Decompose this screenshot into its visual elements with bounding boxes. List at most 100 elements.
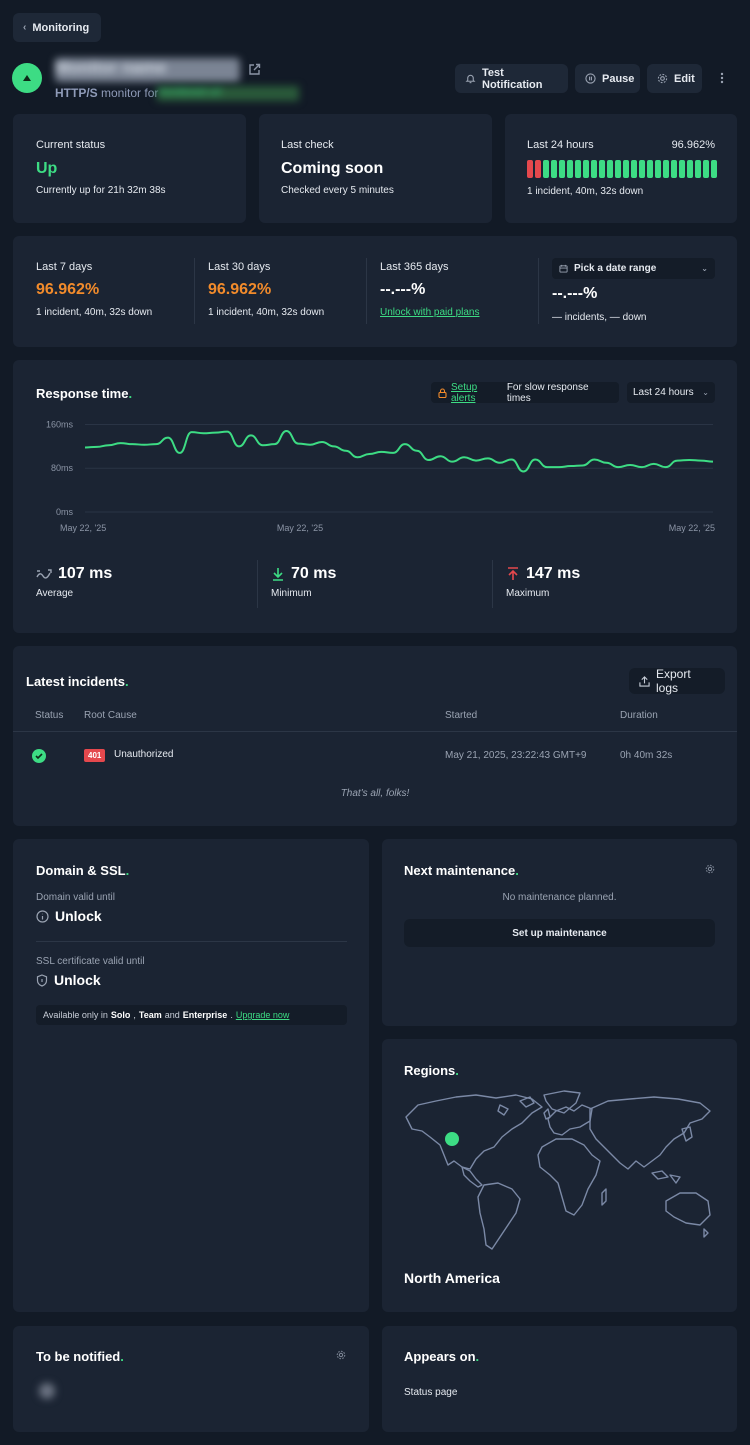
uptime-bar[interactable] [567, 160, 573, 178]
monitor-name: Monitor name [55, 58, 240, 82]
gear-icon[interactable] [705, 864, 715, 874]
region-name: North America [404, 1270, 500, 1286]
uptime-7d-detail: 1 incident, 40m, 32s down [36, 307, 153, 318]
plan-and: and [164, 1010, 180, 1020]
domain-valid-label: Domain valid until [36, 892, 115, 903]
uptime-bar[interactable] [591, 160, 597, 178]
incidents-title: Latest incidents. [26, 674, 129, 689]
response-range-select[interactable]: Last 24 hours ⌄ [627, 382, 715, 403]
appears-on-card: Appears on. Status page [382, 1326, 737, 1432]
arrow-down-icon [271, 567, 285, 581]
date-range-picker[interactable]: Pick a date range ⌄ [552, 258, 715, 279]
test-notification-button[interactable]: Test Notification [455, 64, 568, 93]
uptime-bar[interactable] [551, 160, 557, 178]
uptime-periods-card: Last 7 days 96.962% 1 incident, 40m, 32s… [13, 236, 737, 347]
chevron-left-icon: ‹ [23, 22, 27, 33]
plan-notice-prefix: Available only in [43, 1010, 108, 1020]
response-time-title: Response time. [36, 386, 133, 401]
response-title-text: Response time [36, 386, 129, 401]
uptime-bar[interactable] [695, 160, 701, 178]
setup-alerts-link[interactable]: Setup alerts [451, 381, 478, 404]
maintenance-card: Next maintenance. No maintenance planned… [382, 839, 737, 1026]
calendar-icon [559, 264, 568, 273]
edit-button[interactable]: Edit [647, 64, 702, 93]
response-time-card: Response time. Setup alerts For slow res… [13, 360, 737, 633]
monitor-url: monitored url [157, 86, 299, 101]
ssl-valid-label: SSL certificate valid until [36, 956, 145, 967]
export-icon [639, 675, 650, 687]
average-value: 107 ms [58, 565, 113, 582]
divider [366, 258, 367, 324]
appears-on-title: Appears on. [404, 1349, 480, 1364]
monitor-subtitle: HTTP/S monitor for [55, 86, 158, 100]
monitor-type: HTTP/S [55, 86, 98, 100]
plan-period: . [230, 1010, 233, 1020]
uptime-bar[interactable] [583, 160, 589, 178]
external-link-icon[interactable] [248, 63, 261, 76]
average-label: Average [36, 588, 74, 599]
unlock-paid-plans-link[interactable]: Unlock with paid plans [380, 307, 480, 318]
uptime-bar[interactable] [655, 160, 661, 178]
uptime-bar[interactable] [647, 160, 653, 178]
uptime-bar[interactable] [711, 160, 717, 178]
uptime-bar[interactable] [527, 160, 533, 178]
last-check-detail: Checked every 5 minutes [281, 185, 394, 196]
x-tick-label: May 22, '25 [669, 523, 715, 533]
uptime-bar[interactable] [679, 160, 685, 178]
monitor-type-suffix: monitor for [101, 86, 159, 100]
divider [492, 560, 493, 608]
uptime-30d-value: 96.962% [208, 281, 272, 298]
uptime-bar[interactable] [639, 160, 645, 178]
setup-alerts-text: For slow response times [506, 381, 589, 404]
maximum-stat: 147 ms Maximum [506, 565, 580, 599]
response-time-series-line[interactable] [84, 430, 714, 473]
uptime-bar[interactable] [615, 160, 621, 178]
setup-maintenance-button[interactable]: Set up maintenance [404, 919, 715, 947]
maximum-value: 147 ms [526, 565, 581, 582]
divider [194, 258, 195, 324]
uptime-bar[interactable] [607, 160, 613, 178]
y-tick-label: 160ms [46, 419, 74, 429]
uptime-bar[interactable] [535, 160, 541, 178]
pause-label: Pause [602, 72, 635, 85]
domain-valid-value: Unlock [36, 908, 102, 924]
appears-on-title-text: Appears on [404, 1349, 476, 1364]
y-tick-label: 80ms [51, 463, 74, 473]
uptime-bar[interactable] [575, 160, 581, 178]
upgrade-now-link[interactable]: Upgrade now [235, 1010, 290, 1020]
uptime-bars [527, 160, 717, 178]
maintenance-title-text: Next maintenance [404, 863, 516, 878]
uptime-bar[interactable] [623, 160, 629, 178]
more-menu-icon[interactable] [717, 70, 727, 86]
table-row[interactable]: 401 Unauthorized May 21, 2025, 23:22:43 … [13, 742, 737, 770]
domain-ssl-title-text: Domain & SSL [36, 863, 126, 878]
uptime-bar[interactable] [559, 160, 565, 178]
incidents-footer: That's all, folks! [340, 788, 410, 799]
notified-title: To be notified. [36, 1349, 124, 1364]
plan-team: Team [138, 1010, 162, 1020]
uptime-bar[interactable] [631, 160, 637, 178]
status-page-item[interactable]: Status page [404, 1387, 458, 1398]
pause-button[interactable]: Pause [575, 64, 640, 93]
bell-icon [465, 73, 476, 84]
avatar [39, 1383, 55, 1399]
chevron-down-icon: ⌄ [701, 264, 708, 273]
export-logs-button[interactable]: Export logs [629, 667, 725, 695]
uptime-bar[interactable] [543, 160, 549, 178]
notified-card: To be notified. [13, 1326, 369, 1432]
uptime-bar[interactable] [687, 160, 693, 178]
current-status-detail: Currently up for 21h 32m 38s [36, 185, 166, 196]
minimum-value: 70 ms [291, 565, 337, 582]
back-button[interactable]: ‹ Monitoring [13, 13, 101, 42]
x-tick-label: May 22, '25 [277, 523, 323, 533]
gear-icon [657, 73, 668, 84]
ssl-valid-value: Unlock [36, 972, 101, 988]
uptime-bar[interactable] [703, 160, 709, 178]
last-24h-card: Last 24 hours 96.962% 1 incident, 40m, 3… [505, 114, 737, 223]
uptime-bar[interactable] [599, 160, 605, 178]
uptime-bar[interactable] [663, 160, 669, 178]
uptime-bar[interactable] [671, 160, 677, 178]
gear-icon[interactable] [336, 1350, 346, 1360]
last-check-card: Last check Coming soon Checked every 5 m… [259, 114, 492, 223]
last-check-value: Coming soon [281, 160, 384, 177]
